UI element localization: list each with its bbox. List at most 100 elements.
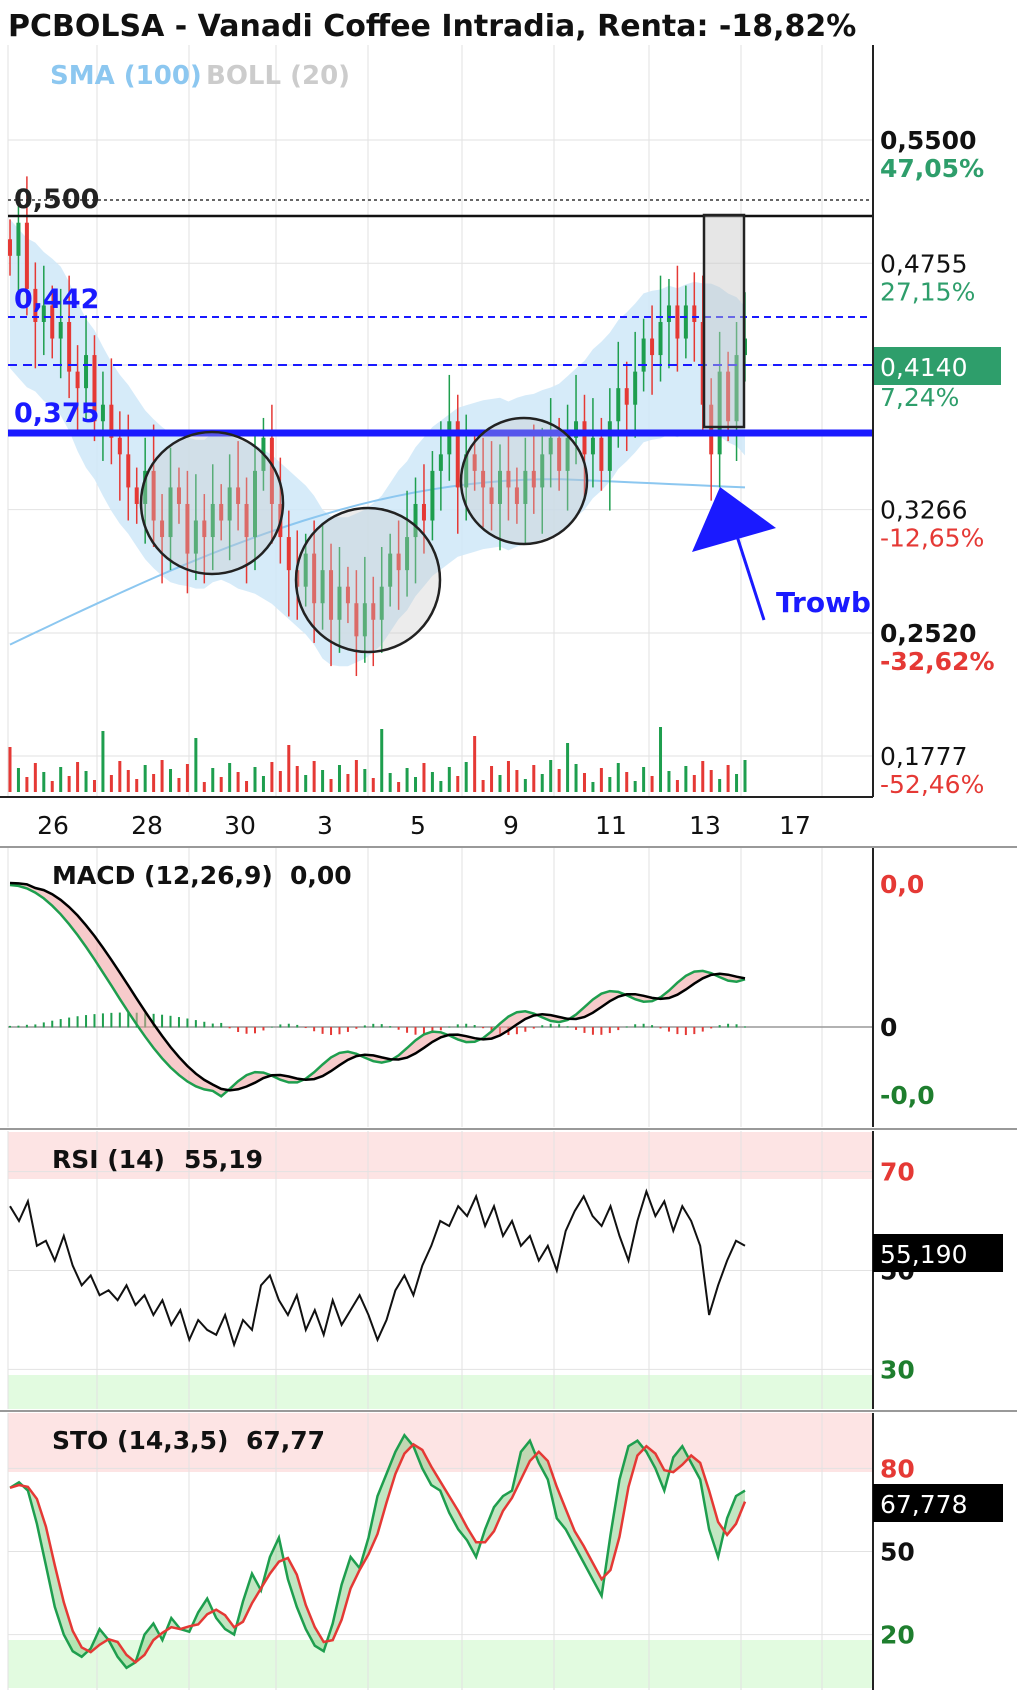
macd-hist-bar-40 [346,1027,349,1032]
candle-body-10 [92,355,97,422]
rsi-axis-label-0: 70 [880,1158,915,1187]
volume-bar-75 [642,767,646,792]
macd-hist-bar-30 [262,1027,265,1031]
candle-body-56 [481,470,486,488]
candle-body-51 [438,454,443,471]
candle-body-37 [320,570,325,604]
volume-bar-28 [245,781,249,792]
macd-hist-bar-5 [51,1020,54,1028]
macd-hist-bar-22 [194,1020,197,1028]
volume-bar-57 [490,766,494,792]
macd-hist-bar-41 [355,1027,358,1029]
macd-hist-bar-48 [414,1027,417,1035]
volume-bar-66 [566,743,570,792]
x-tick-label-5: 9 [503,811,519,840]
candle-body-45 [388,553,393,587]
sto-grid [7,1413,873,1690]
volume-bar-33 [287,745,291,792]
volume-bar-37 [321,770,325,792]
candle-body-60 [514,487,519,504]
macd-hist-bar-18 [161,1014,164,1028]
macd-hist-bar-20 [177,1017,180,1028]
volume-bar-85 [726,765,730,792]
macd-hist-bar-68 [583,1027,586,1033]
macd-hist-bar-56 [482,1027,485,1029]
macd-hist-bar-2 [25,1024,28,1028]
candle-body-61 [523,470,528,504]
volume-bar-67 [574,764,578,792]
volume-bar-26 [228,763,232,792]
candle-body-21 [185,503,190,554]
volume-bar-11 [101,731,105,792]
candle-body-42 [362,603,367,637]
macd-hist-bar-62 [532,1027,535,1029]
macd-hist-bar-75 [642,1023,645,1028]
sto-current-box [873,1484,1003,1522]
macd-hist-bar-34 [296,1024,299,1028]
macd-hist-bar-35 [304,1027,307,1029]
candle-body-5 [50,305,55,339]
macd-hist-bar-60 [515,1027,518,1035]
macd-hist-bar-43 [372,1023,375,1028]
sto-value: 67,77 [246,1426,325,1455]
volume-bar-34 [295,766,299,792]
volume-bar-8 [76,762,80,792]
volume-bar-69 [591,782,595,792]
candle-body-73 [624,388,629,405]
macd-hist-bar-9 [85,1015,88,1028]
macd-hist-bar-86 [735,1024,738,1028]
blue-triangle-arrow-icon [692,487,776,552]
volume-bar-36 [312,761,316,792]
candle-body-68 [582,421,587,455]
macd-hist-bar-13 [118,1012,121,1028]
volume-bar-65 [557,769,561,792]
macd-hist-bar-82 [701,1027,704,1032]
macd-hist-bar-53 [456,1024,459,1028]
candle-body-57 [489,487,494,504]
volume-bar-72 [616,763,620,792]
macd-hist-bar-69 [591,1027,594,1035]
volume-bar-62 [532,765,536,792]
macd-histogram [9,1012,746,1036]
macd-hist-bar-73 [625,1026,628,1028]
macd-hist-bar-32 [279,1024,282,1028]
macd-hist-bar-38 [330,1027,333,1036]
sto-d-line [9,1442,747,1664]
macd-hist-bar-24 [211,1023,214,1028]
volume-bar-25 [219,777,223,792]
macd-hist-bar-79 [676,1027,679,1035]
macd-hist-bar-55 [473,1025,476,1028]
volume-bar-46 [397,782,401,792]
x-tick-label-2: 30 [224,811,256,840]
volume-bar-43 [371,778,375,792]
macd-hist-bar-76 [651,1025,654,1028]
macd-hist-bar-11 [101,1013,104,1028]
macd-hist-bar-52 [448,1026,451,1028]
macd-label: MACD (12,26,9) [52,861,273,890]
volume-bar-9 [84,771,88,792]
volume-bar-58 [498,775,502,792]
candle-body-76 [650,338,655,356]
macd-hist-bar-33 [287,1023,290,1028]
highlight-box [702,213,746,429]
price-axis-pct-3: -12,65% [880,524,984,553]
volume-bar-30 [261,776,265,792]
volume-bar-20 [177,778,181,792]
macd-hist-bar-44 [380,1024,383,1028]
price-axis-label-3: 0,3266 [880,496,967,525]
volume-bar-78 [667,771,671,792]
candle-body-33 [286,537,291,571]
volume-bar-12 [109,775,113,792]
candle-body-80 [683,305,688,339]
volume-bar-35 [304,775,308,792]
macd-hist-bar-65 [558,1024,561,1028]
macd-hist-bar-57 [490,1027,493,1032]
candle-body-44 [379,586,384,620]
level-label-0500: 0,500 [14,184,99,215]
candle-body-23 [202,520,207,538]
candle-body-81 [692,305,697,322]
macd-hist-bar-17 [152,1013,155,1028]
macd-hist-bar-28 [245,1027,248,1034]
sto-k-line [9,1432,746,1670]
